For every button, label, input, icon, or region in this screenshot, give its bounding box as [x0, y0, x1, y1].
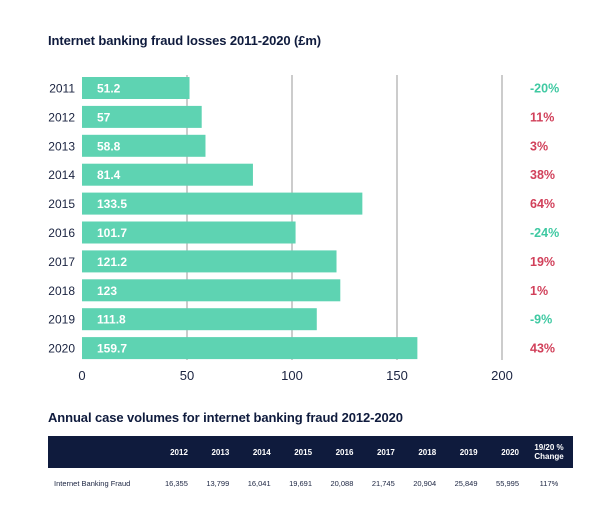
- table-header-cell: 2014: [235, 436, 277, 468]
- year-label: 2018: [48, 284, 75, 298]
- bar-value-label: 81.4: [97, 168, 121, 182]
- table-header-cell: 2016: [318, 436, 360, 468]
- change-percent: -20%: [530, 82, 559, 96]
- table-header-row: 2012 2013 2014 2015 2016 2017 2018 2019 …: [48, 436, 573, 468]
- table-header-cell: 2018: [400, 436, 443, 468]
- year-label: 2016: [48, 226, 75, 240]
- bar-value-label: 57: [97, 110, 111, 124]
- year-label: 2017: [48, 255, 75, 269]
- table-cell: 20,904: [413, 478, 437, 488]
- table-header-cell: 2012: [152, 436, 194, 468]
- bar-chart: 2011 51.2 -20% 2012 57 11% 2013 58.8 3% 2014 81.4 3…: [48, 75, 559, 383]
- year-label: 2019: [48, 313, 75, 327]
- table-cell: 21,745: [371, 478, 395, 488]
- table-header-cell: 2020: [483, 436, 525, 468]
- change-percent: 11%: [530, 110, 554, 124]
- x-tick-label: 0: [78, 368, 85, 383]
- chart-title: Internet banking fraud losses 2011-2020 …: [48, 33, 322, 48]
- table-cell: 20,088: [330, 478, 354, 488]
- year-label: 2015: [48, 197, 75, 211]
- table-cell: 16,041: [247, 478, 271, 488]
- case-volumes-table: 2012 2013 2014 2015 2016 2017 2018 2019 …: [48, 436, 573, 498]
- year-label: 2011: [49, 82, 75, 96]
- table-header-cell: 2017: [359, 436, 401, 468]
- change-percent: -24%: [530, 226, 559, 240]
- table-cell: 55,995: [496, 478, 519, 488]
- x-tick-label: 200: [491, 368, 513, 383]
- bar: [82, 77, 190, 99]
- x-tick-label: 50: [180, 368, 194, 383]
- year-label: 2014: [48, 168, 75, 182]
- table-cell-change: 117%: [539, 478, 559, 488]
- bar-value-label: 111.8: [97, 313, 126, 327]
- bar: [82, 105, 202, 128]
- table-cell: 13,799: [206, 478, 230, 488]
- bar-value-label: 101.7: [97, 226, 127, 240]
- bar-value-label: 133.5: [97, 197, 127, 211]
- bar-value-label: 123: [97, 284, 117, 298]
- bar: [82, 192, 363, 215]
- table-title: Annual case volumes for internet banking…: [48, 410, 403, 425]
- bar: [82, 221, 296, 244]
- bar-value-label: 121.2: [97, 255, 127, 269]
- table-header-cell: 2019: [442, 436, 484, 468]
- table-header-cell: 2013: [193, 436, 236, 468]
- bar-value-label: 51.2: [97, 82, 121, 96]
- x-tick-label: 100: [281, 368, 303, 383]
- year-label: 2012: [48, 110, 75, 124]
- table-header-blank: [48, 436, 153, 468]
- bar-value-label: 58.8: [97, 139, 121, 153]
- bar: [82, 250, 337, 273]
- table-header-cell: 2015: [276, 436, 319, 468]
- year-label: 2013: [48, 139, 75, 153]
- table-cell: 16,355: [164, 478, 188, 488]
- table-row: Internet Banking Fraud 16,355 13,799 16,…: [48, 468, 573, 498]
- table-header-change: 19/20 % Change: [525, 436, 573, 468]
- x-tick-label: 150: [386, 368, 408, 383]
- bar: [82, 337, 418, 360]
- change-percent: 43%: [530, 342, 555, 356]
- bar: [82, 279, 341, 302]
- bar-value-label: 159.7: [97, 342, 127, 356]
- change-percent: 1%: [530, 284, 548, 298]
- table-row-label: Internet Banking Fraud: [54, 478, 131, 488]
- table-cell: 25,849: [454, 478, 478, 488]
- change-percent: -9%: [530, 313, 552, 327]
- change-percent: 19%: [530, 255, 555, 269]
- table-cell: 19,691: [289, 478, 313, 488]
- change-percent: 3%: [530, 139, 548, 153]
- bar: [82, 134, 206, 157]
- change-percent: 64%: [530, 197, 555, 211]
- bar: [82, 308, 317, 331]
- bar: [82, 163, 253, 186]
- change-percent: 38%: [530, 168, 555, 182]
- year-label: 2020: [48, 342, 75, 356]
